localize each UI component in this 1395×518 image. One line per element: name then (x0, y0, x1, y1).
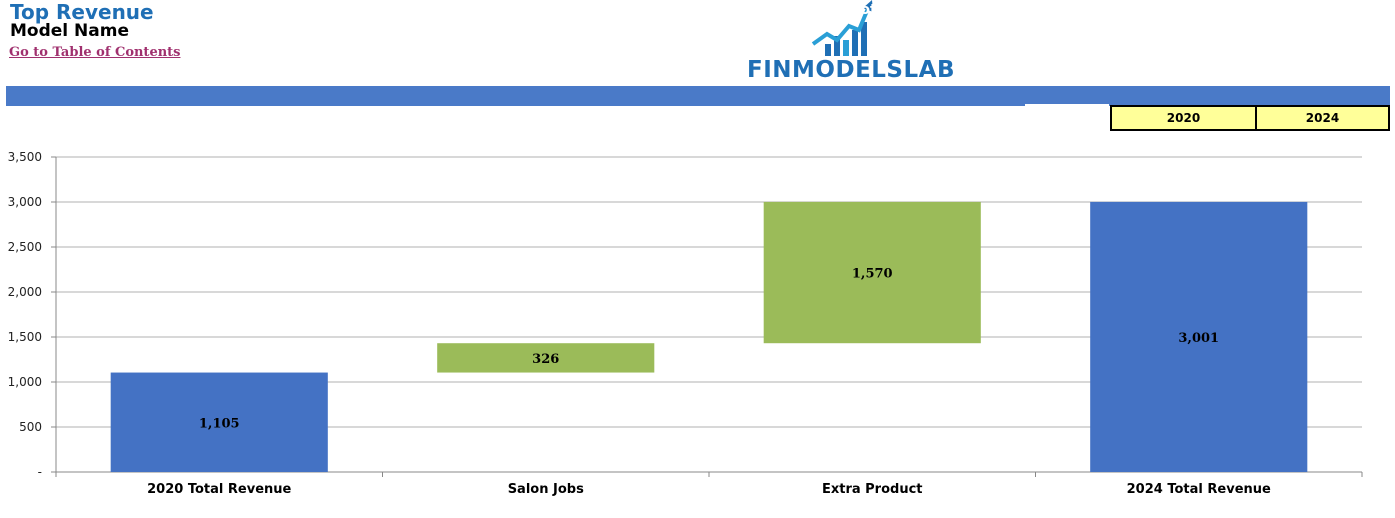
bar (437, 343, 655, 373)
chart-title: Revenue Bridge ($'000) - 2020 Total Reve… (425, 2, 965, 18)
page-title: Top Revenue (10, 0, 154, 24)
y-tick-label: 500 (19, 420, 42, 434)
model-name: Model Name (10, 21, 129, 41)
y-tick-label: 3,500 (8, 150, 42, 164)
y-tick-label: 1,000 (8, 375, 42, 389)
data-label: 326 (532, 352, 559, 367)
chart-title-banner (6, 86, 1390, 106)
bar (1090, 201, 1308, 472)
finmodelslab-logo: FINMODELSLAB (745, 0, 957, 84)
y-tick-label: 2,500 (8, 240, 42, 254)
x-tick-label: 2020 Total Revenue (147, 482, 291, 497)
x-tick-label: 2024 Total Revenue (1127, 482, 1271, 497)
start-year-cell[interactable]: 2020 (1110, 105, 1257, 131)
data-label: 1,570 (852, 267, 893, 282)
y-tick-label: 2,000 (8, 285, 42, 299)
y-tick-label: 1,500 (8, 330, 42, 344)
table-of-contents-link[interactable]: Go to Table of Contents (9, 45, 181, 60)
bar-chart-arrow-icon (811, 0, 873, 56)
bar (110, 372, 328, 472)
bar (763, 201, 981, 344)
x-tick-label: Extra Product (822, 482, 923, 497)
logo-text: FINMODELSLAB (747, 57, 955, 83)
end-year-cell[interactable]: 2024 (1255, 105, 1390, 131)
y-tick-label: 3,000 (8, 195, 42, 209)
y-tick-label: - (38, 465, 42, 479)
data-label: 1,105 (199, 416, 240, 431)
x-tick-label: Salon Jobs (508, 482, 584, 497)
data-label: 3,001 (1178, 331, 1219, 346)
